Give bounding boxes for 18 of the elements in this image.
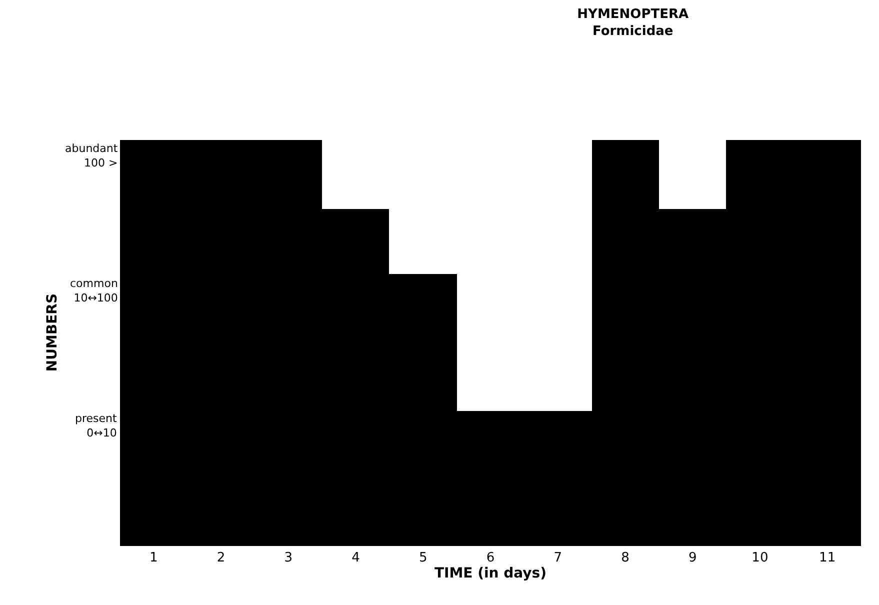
text: abundant 100 > [65, 142, 118, 170]
x-tick-label: 2 [216, 550, 226, 566]
x-tick-label: 1 [150, 550, 158, 566]
x-tick-label: 4 [352, 550, 360, 566]
text: present 0↔10 [75, 412, 118, 440]
x-tick-label: 6 [486, 550, 495, 566]
x-tick-label: 3 [284, 550, 293, 566]
x-tick-label: 9 [688, 550, 697, 566]
chart-title: HYMENOPTERA [577, 7, 689, 22]
x-tick-label: 8 [621, 550, 630, 566]
x-axis-title: TIME (in days) [434, 566, 547, 582]
x-tick-label: 7 [554, 550, 562, 566]
chart-subtitle: Formicidae [592, 24, 674, 40]
x-tick-label: 5 [419, 550, 428, 566]
x-tick-label: 10 [752, 550, 768, 566]
text: common 10↔100 [70, 277, 118, 304]
y-axis-title: NUMBERS [44, 293, 61, 372]
x-tick-label: 11 [819, 550, 836, 566]
